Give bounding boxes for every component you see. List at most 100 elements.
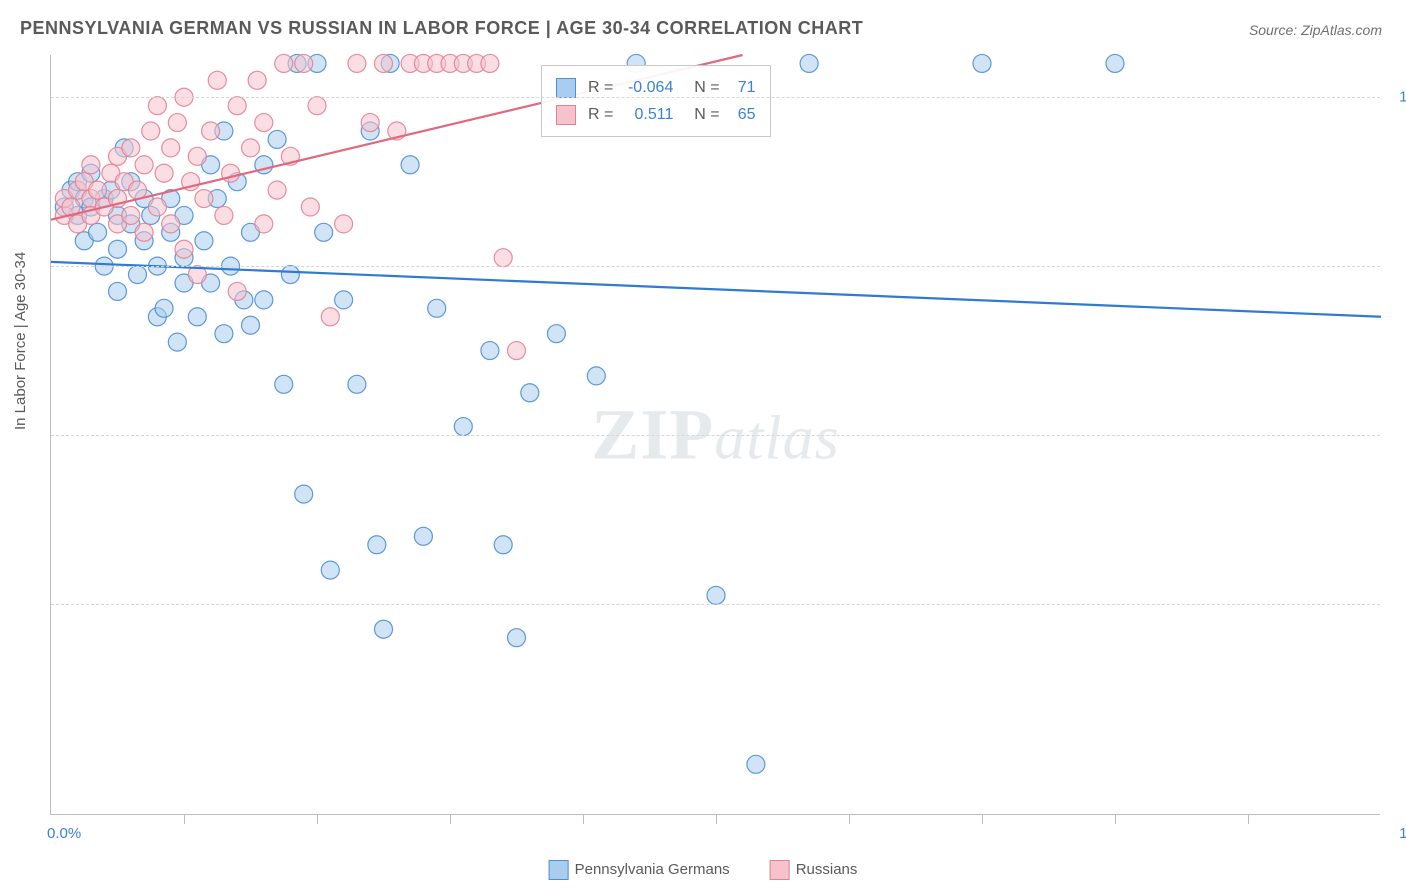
trend-line (51, 262, 1381, 317)
x-tick (1115, 814, 1116, 824)
x-tick (849, 814, 850, 824)
data-point (973, 54, 991, 72)
legend-label: Pennsylvania Germans (575, 861, 730, 878)
data-point (275, 375, 293, 393)
data-point (348, 375, 366, 393)
data-point (281, 266, 299, 284)
data-point (162, 139, 180, 157)
stat-row: R =0.511 N =65 (556, 101, 756, 128)
data-point (188, 147, 206, 165)
data-point (361, 114, 379, 132)
y-tick-label: 80.0% (1390, 258, 1406, 275)
data-point (481, 342, 499, 360)
data-point (268, 130, 286, 148)
y-tick-label: 40.0% (1390, 595, 1406, 612)
data-point (242, 316, 260, 334)
data-point (321, 561, 339, 579)
data-point (295, 485, 313, 503)
data-point (248, 71, 266, 89)
data-point (508, 629, 526, 647)
data-point (122, 139, 140, 157)
x-tick (982, 814, 983, 824)
y-axis-label: In Labor Force | Age 30-34 (12, 252, 29, 430)
data-point (428, 299, 446, 317)
data-point (195, 190, 213, 208)
data-point (800, 54, 818, 72)
legend: Pennsylvania Germans Russians (549, 860, 858, 880)
data-point (155, 164, 173, 182)
x-tick (450, 814, 451, 824)
data-point (375, 54, 393, 72)
data-point (168, 114, 186, 132)
data-point (547, 325, 565, 343)
data-point (109, 240, 127, 258)
data-point (128, 266, 146, 284)
correlation-stat-box: R =-0.064 N =71R =0.511 N =65 (541, 65, 771, 137)
legend-swatch (556, 78, 576, 98)
y-tick-label: 100.0% (1390, 89, 1406, 106)
source-label: Source: ZipAtlas.com (1249, 22, 1382, 38)
data-point (255, 114, 273, 132)
data-point (215, 206, 233, 224)
data-point (414, 527, 432, 545)
legend-label: Russians (796, 861, 858, 878)
data-point (109, 282, 127, 300)
data-point (508, 342, 526, 360)
x-tick (317, 814, 318, 824)
legend-swatch (549, 860, 569, 880)
data-point (315, 223, 333, 241)
data-point (128, 181, 146, 199)
x-min-label: 0.0% (47, 825, 81, 842)
data-point (275, 54, 293, 72)
legend-item: Russians (770, 860, 858, 880)
data-point (175, 240, 193, 258)
data-point (82, 156, 100, 174)
legend-swatch (770, 860, 790, 880)
data-point (155, 299, 173, 317)
data-point (1106, 54, 1124, 72)
data-point (215, 325, 233, 343)
gridline (51, 604, 1380, 605)
data-point (335, 215, 353, 233)
data-point (89, 223, 107, 241)
data-point (308, 97, 326, 115)
data-point (148, 97, 166, 115)
data-point (162, 215, 180, 233)
data-point (301, 198, 319, 216)
data-point (188, 308, 206, 326)
data-point (295, 54, 313, 72)
data-point (375, 620, 393, 638)
y-tick-label: 60.0% (1390, 427, 1406, 444)
data-point (208, 71, 226, 89)
x-tick (1248, 814, 1249, 824)
data-point (707, 586, 725, 604)
data-point (135, 223, 153, 241)
data-point (202, 122, 220, 140)
plot-area: ZIPatlas R =-0.064 N =71R =0.511 N =65 4… (50, 55, 1380, 815)
data-point (494, 249, 512, 267)
x-max-label: 100.0% (1399, 825, 1406, 842)
data-point (348, 54, 366, 72)
data-point (89, 181, 107, 199)
gridline (51, 97, 1380, 98)
legend-swatch (556, 105, 576, 125)
data-point (494, 536, 512, 554)
data-point (521, 384, 539, 402)
data-point (401, 156, 419, 174)
legend-item: Pennsylvania Germans (549, 860, 730, 880)
data-point (195, 232, 213, 250)
data-point (587, 367, 605, 385)
data-point (335, 291, 353, 309)
gridline (51, 435, 1380, 436)
data-point (454, 418, 472, 436)
x-tick (184, 814, 185, 824)
x-tick (583, 814, 584, 824)
data-point (228, 282, 246, 300)
chart-title: PENNSYLVANIA GERMAN VS RUSSIAN IN LABOR … (20, 18, 863, 39)
data-point (481, 54, 499, 72)
data-point (228, 97, 246, 115)
data-point (148, 198, 166, 216)
data-point (255, 291, 273, 309)
data-point (135, 156, 153, 174)
data-point (321, 308, 339, 326)
